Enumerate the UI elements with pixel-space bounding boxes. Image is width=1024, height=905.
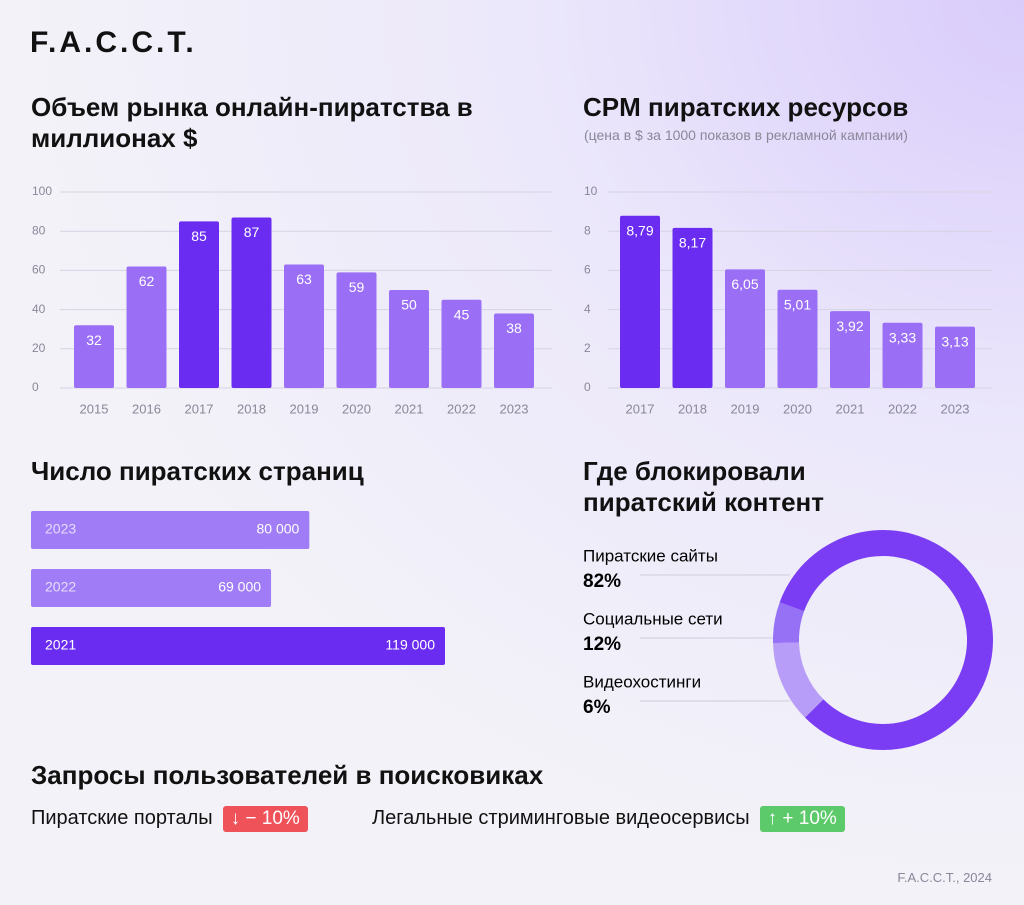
bar bbox=[725, 269, 765, 388]
value-label: 59 bbox=[349, 279, 365, 295]
value-label: 5,01 bbox=[784, 297, 811, 313]
x-tick-label: 2019 bbox=[731, 401, 760, 416]
legend-value: 12% bbox=[583, 634, 621, 655]
search-label: Легальные стриминговые видеосервисы bbox=[372, 807, 750, 829]
donut-segment bbox=[773, 602, 805, 644]
value-label: 8,79 bbox=[626, 222, 653, 238]
change-value: + 10% bbox=[782, 808, 837, 829]
legend-value: 82% bbox=[583, 571, 621, 592]
value-label: 62 bbox=[139, 273, 155, 289]
x-tick-label: 2023 bbox=[941, 401, 970, 416]
x-tick-label: 2022 bbox=[888, 401, 917, 416]
x-tick-label: 2016 bbox=[132, 401, 161, 416]
x-tick-label: 2018 bbox=[678, 401, 707, 416]
bar bbox=[31, 569, 272, 607]
y-tick-label: 60 bbox=[32, 263, 46, 277]
legend-label: Пиратские сайты bbox=[583, 546, 718, 565]
value-label: 63 bbox=[296, 271, 312, 287]
x-tick-label: 2020 bbox=[342, 401, 371, 416]
change-value: − 10% bbox=[245, 808, 300, 829]
x-tick-label: 2018 bbox=[237, 401, 266, 416]
chart-title: CPM пиратских ресурсов bbox=[583, 92, 909, 122]
x-tick-label: 2020 bbox=[783, 401, 812, 416]
bar bbox=[441, 299, 482, 388]
y-tick-label: 8 bbox=[584, 223, 591, 237]
category-label: 2022 bbox=[45, 579, 76, 595]
value-label: 119 000 bbox=[385, 637, 435, 653]
bar bbox=[389, 290, 429, 388]
section-title: Запросы пользователей в поисковиках bbox=[31, 760, 544, 790]
y-tick-label: 40 bbox=[32, 302, 46, 316]
search-item: Пиратские порталы ↓ − 10% bbox=[31, 806, 308, 832]
y-tick-label: 0 bbox=[584, 380, 591, 394]
value-label: 38 bbox=[506, 320, 522, 336]
chart-subtitle: (цена в $ за 1000 показов в рекламной ка… bbox=[584, 127, 908, 143]
logo: F.A.C.C.T. bbox=[30, 26, 197, 59]
x-tick-label: 2015 bbox=[80, 401, 109, 416]
bar bbox=[830, 311, 870, 388]
change-badge: ↑ + 10% bbox=[759, 806, 845, 832]
bar bbox=[231, 217, 272, 388]
bar bbox=[126, 266, 167, 388]
bar bbox=[74, 325, 114, 388]
value-label: 6,05 bbox=[731, 276, 758, 292]
change-badge: ↓ − 10% bbox=[222, 806, 308, 832]
x-tick-label: 2019 bbox=[290, 401, 319, 416]
value-label: 45 bbox=[454, 307, 470, 323]
bar bbox=[31, 627, 445, 665]
value-label: 3,13 bbox=[941, 333, 968, 349]
value-label: 85 bbox=[191, 228, 207, 244]
value-label: 69 000 bbox=[218, 579, 261, 595]
search-label: Пиратские порталы bbox=[31, 807, 213, 829]
chart-title: Где блокировали пиратский контент bbox=[583, 456, 824, 517]
value-label: 87 bbox=[244, 224, 260, 240]
donut-segment bbox=[779, 530, 993, 750]
x-tick-label: 2017 bbox=[185, 401, 214, 416]
search-item: Легальные стриминговые видеосервисы ↑ + 1… bbox=[372, 806, 845, 832]
value-label: 50 bbox=[401, 297, 417, 313]
x-tick-label: 2022 bbox=[447, 401, 476, 416]
x-tick-label: 2017 bbox=[626, 401, 655, 416]
value-label: 3,92 bbox=[836, 318, 863, 334]
value-label: 3,33 bbox=[889, 329, 916, 345]
chart-title: Число пиратских страниц bbox=[31, 456, 364, 486]
bar bbox=[336, 272, 377, 388]
bar bbox=[284, 264, 324, 388]
bar bbox=[935, 326, 975, 388]
y-tick-label: 100 bbox=[32, 184, 52, 198]
y-tick-label: 20 bbox=[32, 341, 46, 355]
bar bbox=[672, 227, 713, 388]
category-label: 2021 bbox=[45, 637, 76, 653]
bar bbox=[620, 215, 660, 388]
category-label: 2023 bbox=[45, 521, 76, 537]
bar bbox=[494, 313, 534, 388]
legend-value: 6% bbox=[583, 697, 611, 718]
y-tick-label: 4 bbox=[584, 302, 591, 316]
donut-segment bbox=[773, 642, 824, 718]
y-tick-label: 80 bbox=[32, 223, 46, 237]
value-label: 32 bbox=[86, 332, 102, 348]
bar bbox=[777, 289, 818, 388]
y-tick-label: 2 bbox=[584, 341, 591, 355]
bar bbox=[179, 221, 219, 388]
legend-label: Видеохостинги bbox=[583, 672, 701, 691]
x-tick-label: 2023 bbox=[500, 401, 529, 416]
chart-title: Объем рынка онлайн-пиратства в миллионах… bbox=[31, 92, 473, 153]
bar bbox=[31, 511, 310, 549]
value-label: 80 000 bbox=[256, 521, 299, 537]
x-tick-label: 2021 bbox=[395, 401, 424, 416]
y-tick-label: 0 bbox=[32, 380, 39, 394]
y-tick-label: 6 bbox=[584, 263, 591, 277]
footer: F.A.C.C.T., 2024 bbox=[897, 870, 992, 885]
y-tick-label: 10 bbox=[584, 184, 598, 198]
bar bbox=[882, 322, 923, 388]
legend-label: Социальные сети bbox=[583, 609, 723, 628]
value-label: 8,17 bbox=[679, 235, 706, 251]
x-tick-label: 2021 bbox=[836, 401, 865, 416]
